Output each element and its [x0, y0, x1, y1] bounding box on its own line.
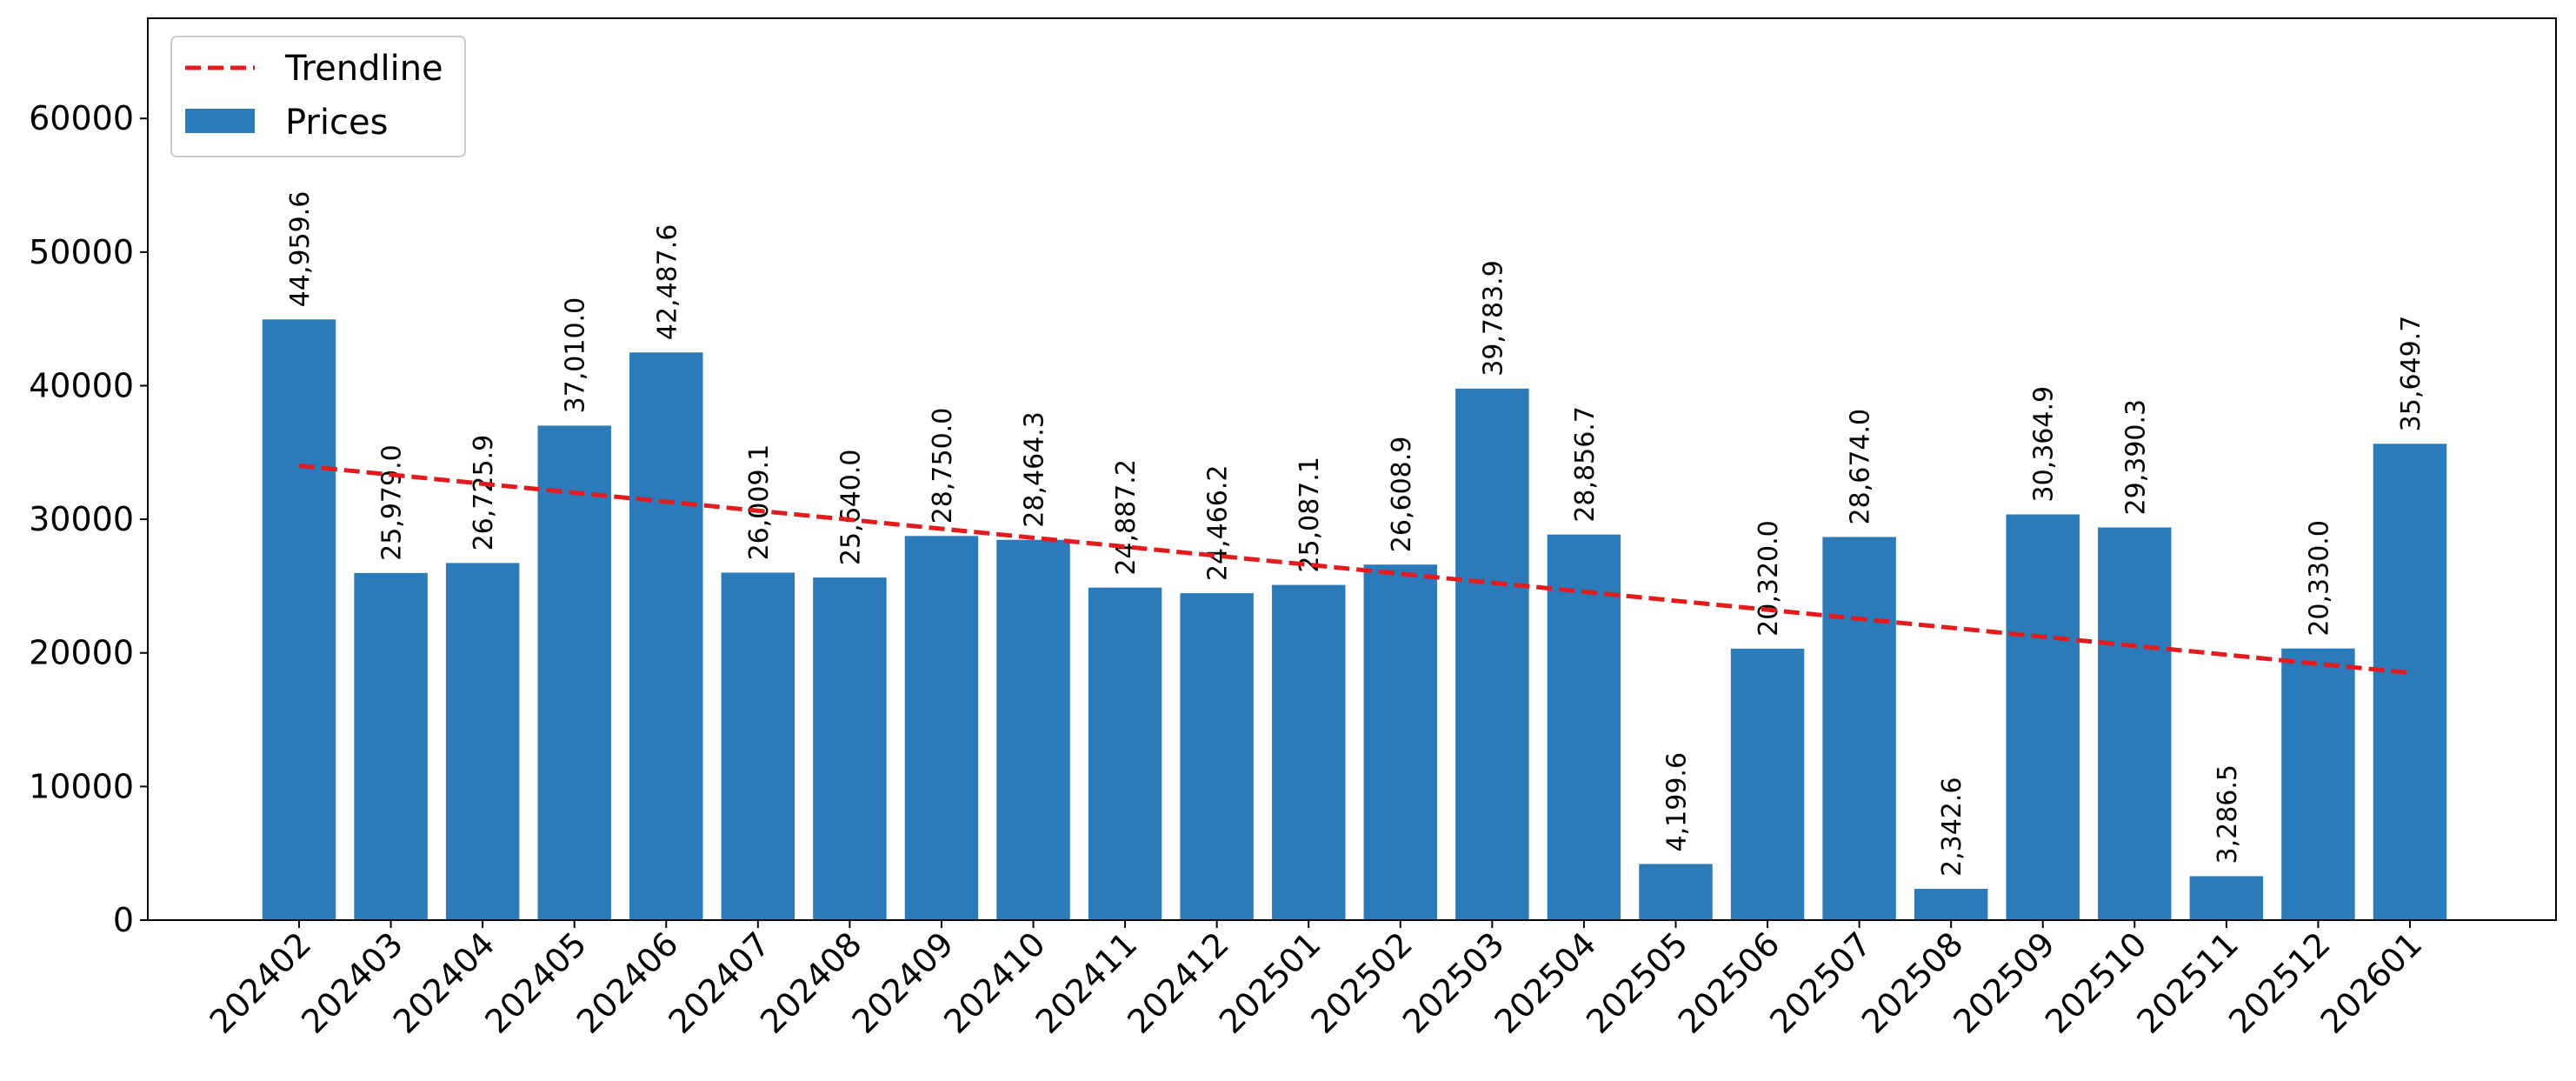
x-tick-label: 202601 — [2313, 924, 2430, 1041]
value-label: 39,783.9 — [1478, 260, 1508, 377]
x-tick-label: 202512 — [2221, 924, 2338, 1041]
bar — [1822, 537, 1896, 920]
x-tick-label: 202505 — [1579, 924, 1695, 1041]
x-tick-label: 202510 — [2038, 924, 2154, 1041]
x-tick-label: 202412 — [1120, 924, 1236, 1041]
bar — [354, 572, 428, 920]
x-tick-label: 202402 — [203, 924, 319, 1041]
value-label: 24,887.2 — [1111, 459, 1142, 576]
bar — [1639, 864, 1713, 920]
x-tick-label: 202406 — [569, 924, 686, 1041]
bar — [1455, 388, 1529, 921]
x-tick-label: 202405 — [477, 924, 594, 1041]
legend-label: Prices — [285, 103, 388, 143]
value-label: 25,979.0 — [377, 444, 408, 561]
value-label: 2,342.6 — [1937, 777, 1967, 877]
y-tick-label: 0 — [113, 901, 134, 939]
y-tick-label: 50000 — [29, 233, 134, 271]
value-label: 4,199.6 — [1661, 752, 1692, 852]
value-label: 44,959.6 — [285, 191, 316, 308]
value-label: 26,608.9 — [1387, 437, 1417, 553]
x-tick-label: 202507 — [1762, 924, 1879, 1041]
value-label: 24,466.2 — [1203, 465, 1234, 582]
bar — [721, 572, 795, 920]
value-label: 26,009.1 — [744, 444, 775, 561]
value-label: 28,674.0 — [1846, 409, 1876, 525]
x-tick-label: 202409 — [845, 924, 962, 1041]
x-tick-label: 202407 — [662, 924, 778, 1041]
value-label: 35,649.7 — [2396, 316, 2426, 432]
value-label: 42,487.6 — [652, 224, 682, 341]
bar — [2006, 514, 2080, 920]
y-tick-label: 40000 — [29, 366, 134, 404]
bar — [1547, 534, 1621, 920]
x-tick-label: 202508 — [1854, 924, 1971, 1041]
x-tick-label: 202408 — [753, 924, 869, 1041]
bar — [262, 319, 336, 920]
x-tick-label: 202403 — [294, 924, 410, 1041]
y-tick-label: 60000 — [29, 99, 134, 137]
bar — [2373, 444, 2447, 921]
x-tick-label: 202410 — [936, 924, 1053, 1041]
bar — [2189, 876, 2264, 920]
legend: Trendline Prices — [170, 36, 466, 157]
y-tick-label: 20000 — [29, 634, 134, 672]
x-tick-label: 202506 — [1671, 924, 1787, 1041]
value-label: 37,010.0 — [561, 297, 591, 414]
x-tick-label: 202411 — [1028, 924, 1145, 1041]
bar — [1271, 584, 1346, 920]
x-tick-label: 202404 — [386, 924, 503, 1041]
bar — [1088, 587, 1162, 920]
y-tick-label: 30000 — [29, 500, 134, 538]
bar — [996, 539, 1070, 920]
x-tick-label: 202509 — [1946, 924, 2062, 1041]
value-label: 20,320.0 — [1754, 520, 1784, 637]
value-label: 28,750.0 — [928, 408, 958, 524]
bar — [445, 563, 520, 920]
value-label: 25,640.0 — [835, 449, 866, 565]
value-label: 28,856.7 — [1570, 406, 1601, 523]
x-tick-label: 202502 — [1303, 924, 1420, 1041]
bar — [629, 352, 703, 920]
value-label: 29,390.3 — [2120, 399, 2151, 516]
bar — [2098, 527, 2172, 920]
bar — [1180, 593, 1254, 920]
value-label: 30,364.9 — [2029, 386, 2060, 503]
trendline — [298, 464, 2411, 676]
bar — [1914, 889, 1988, 920]
bar — [1730, 648, 1805, 920]
bar — [1363, 564, 1438, 920]
bar — [2281, 648, 2355, 920]
legend-swatch — [185, 109, 255, 133]
value-label: 3,286.5 — [2213, 764, 2243, 864]
legend-label: Trendline — [284, 49, 443, 89]
bar — [537, 425, 611, 920]
x-tick-label: 202501 — [1212, 924, 1328, 1041]
value-label: 28,464.3 — [1020, 411, 1050, 528]
value-label: 26,725.9 — [469, 435, 499, 551]
plot-frame — [147, 17, 2557, 921]
x-tick-label: 202504 — [1488, 924, 1604, 1041]
bar — [813, 577, 887, 920]
y-tick-label: 10000 — [29, 767, 134, 805]
bar — [904, 536, 979, 920]
value-label: 20,330.0 — [2304, 520, 2334, 637]
x-tick-label: 202511 — [2130, 924, 2247, 1041]
value-label: 25,087.1 — [1295, 457, 1325, 573]
x-tick-label: 202503 — [1395, 924, 1512, 1041]
